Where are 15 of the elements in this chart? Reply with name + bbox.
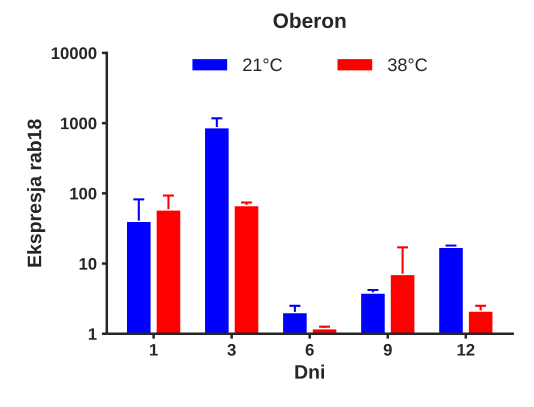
y-axis-title: Ekspresja rab18 — [27, 119, 46, 267]
chart-title: Oberon — [274, 12, 346, 28]
y-tick-label: 10 — [80, 258, 96, 270]
y-tick-label: 100 — [70, 188, 96, 200]
y-tick-label: 1 — [88, 328, 97, 340]
legend-label: 38°C — [388, 58, 428, 72]
y-tick-label: 10000 — [52, 47, 96, 60]
y-tick-label: 1000 — [61, 118, 96, 130]
x-tick-label: 6 — [306, 344, 314, 356]
legend-label: 21°C — [243, 58, 282, 72]
x-tick-label: 9 — [384, 344, 392, 356]
x-tick-label: 3 — [227, 344, 236, 356]
x-tick-label: 1 — [150, 344, 158, 356]
x-tick-label: 12 — [458, 344, 474, 356]
x-axis-title: Dni — [295, 364, 324, 379]
